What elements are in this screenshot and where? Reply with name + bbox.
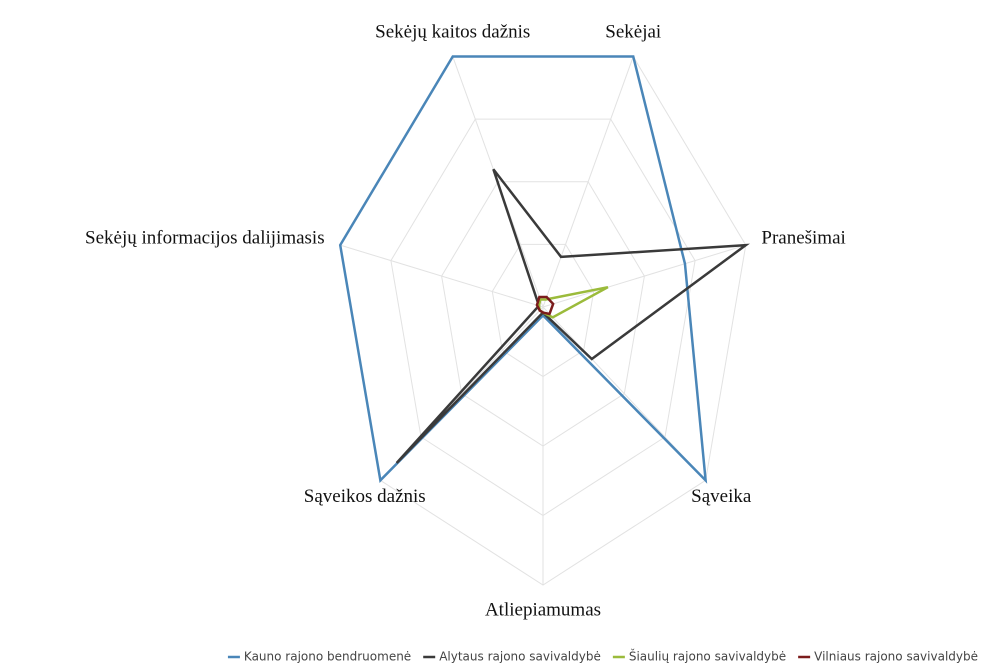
series-line [535, 295, 555, 316]
grid-ring [390, 118, 696, 517]
legend-label: Šiaulių rajono savivaldybė [629, 649, 786, 664]
axis-label: Sekėjų kaitos dažnis [375, 21, 530, 42]
legend-label: Kauno rajono bendruomenė [244, 650, 411, 664]
axis-label: Sekėjų informacijos dalijimasis [85, 227, 325, 248]
spoke [542, 244, 746, 308]
legend-label: Vilniaus rajono savivaldybė [814, 650, 978, 664]
series-line [338, 55, 708, 484]
grid-ring [441, 181, 645, 447]
axis-label: Sąveika [691, 486, 752, 507]
grid-ring [491, 243, 595, 378]
axis-label: Atliepiamumas [485, 599, 601, 620]
axis-label: Sekėjai [605, 21, 661, 42]
axis-label: Sąveikos dažnis [304, 486, 426, 507]
series-line [395, 168, 750, 464]
legend-label: Alytaus rajono savivaldybė [439, 650, 601, 664]
spoke [340, 244, 544, 308]
axis-label: Pranešimai [761, 227, 845, 248]
spoke [542, 56, 634, 308]
